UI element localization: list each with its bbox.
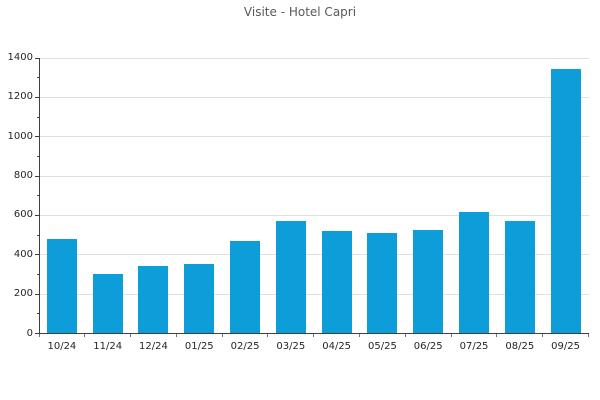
x-tick-label: 02/25 — [230, 340, 260, 352]
y-tick — [35, 293, 39, 295]
y-minor-tick — [36, 234, 39, 236]
y-tick-label: 600 — [13, 209, 33, 221]
gridline — [39, 214, 589, 216]
y-axis-line — [38, 58, 40, 334]
x-tick-label: 10/24 — [47, 340, 77, 352]
chart-title: Visite - Hotel Capri — [243, 5, 357, 19]
x-tick-label: 11/24 — [93, 340, 123, 352]
y-tick-label: 0 — [26, 327, 33, 339]
bar-11/24 — [92, 274, 123, 334]
bar-07/25 — [459, 212, 490, 334]
y-minor-tick — [36, 273, 39, 275]
x-tick — [38, 333, 40, 337]
bar-09/25 — [550, 68, 581, 334]
bar-06/25 — [413, 230, 444, 334]
x-tick-label: 07/25 — [459, 340, 489, 352]
x-tick — [404, 333, 406, 337]
bar-12/24 — [138, 265, 169, 334]
gridline — [39, 175, 589, 177]
y-tick-label: 400 — [13, 248, 33, 260]
gridline — [39, 96, 589, 98]
y-tick-label: 1200 — [7, 91, 33, 103]
x-tick — [84, 333, 86, 337]
x-tick-label: 08/25 — [505, 340, 535, 352]
gridline — [39, 293, 589, 295]
gridline — [39, 136, 589, 138]
y-tick — [35, 96, 39, 98]
x-tick — [588, 333, 589, 337]
x-tick — [313, 333, 315, 337]
bar-04/25 — [321, 231, 352, 334]
y-minor-tick — [36, 155, 39, 157]
x-tick — [496, 333, 498, 337]
x-tick — [221, 333, 223, 337]
y-tick — [35, 175, 39, 177]
bar-03/25 — [275, 221, 306, 334]
y-tick-label: 200 — [13, 288, 33, 300]
bar-05/25 — [367, 233, 398, 334]
x-tick-label: 05/25 — [368, 340, 397, 352]
x-tick-label: 12/24 — [139, 340, 168, 352]
x-tick-label: 09/25 — [551, 340, 580, 352]
x-tick-label: 04/25 — [322, 340, 352, 352]
x-tick — [359, 333, 361, 337]
y-tick — [35, 136, 39, 138]
y-tick-label: 1400 — [7, 52, 33, 63]
y-tick-label: 800 — [13, 170, 33, 182]
y-tick — [35, 333, 39, 334]
x-tick — [542, 333, 544, 337]
x-tick — [450, 333, 452, 337]
x-tick — [175, 333, 177, 337]
bar-08/25 — [504, 221, 535, 334]
y-minor-tick — [36, 313, 39, 315]
x-tick — [130, 333, 132, 337]
y-tick — [35, 214, 39, 216]
y-tick — [35, 57, 39, 59]
y-minor-tick — [36, 116, 39, 118]
bar-10/24 — [46, 239, 77, 334]
y-minor-tick — [36, 195, 39, 197]
y-tick — [35, 254, 39, 256]
x-tick — [267, 333, 269, 337]
x-tick-label: 01/25 — [184, 340, 214, 352]
x-tick-label: 06/25 — [413, 340, 443, 352]
y-minor-tick — [36, 77, 39, 79]
gridline — [39, 254, 589, 256]
y-tick-label: 1000 — [7, 130, 33, 142]
x-tick-label: 03/25 — [276, 340, 306, 352]
bar-02/25 — [230, 241, 261, 334]
bar-01/25 — [184, 263, 215, 334]
gridline — [39, 57, 589, 59]
